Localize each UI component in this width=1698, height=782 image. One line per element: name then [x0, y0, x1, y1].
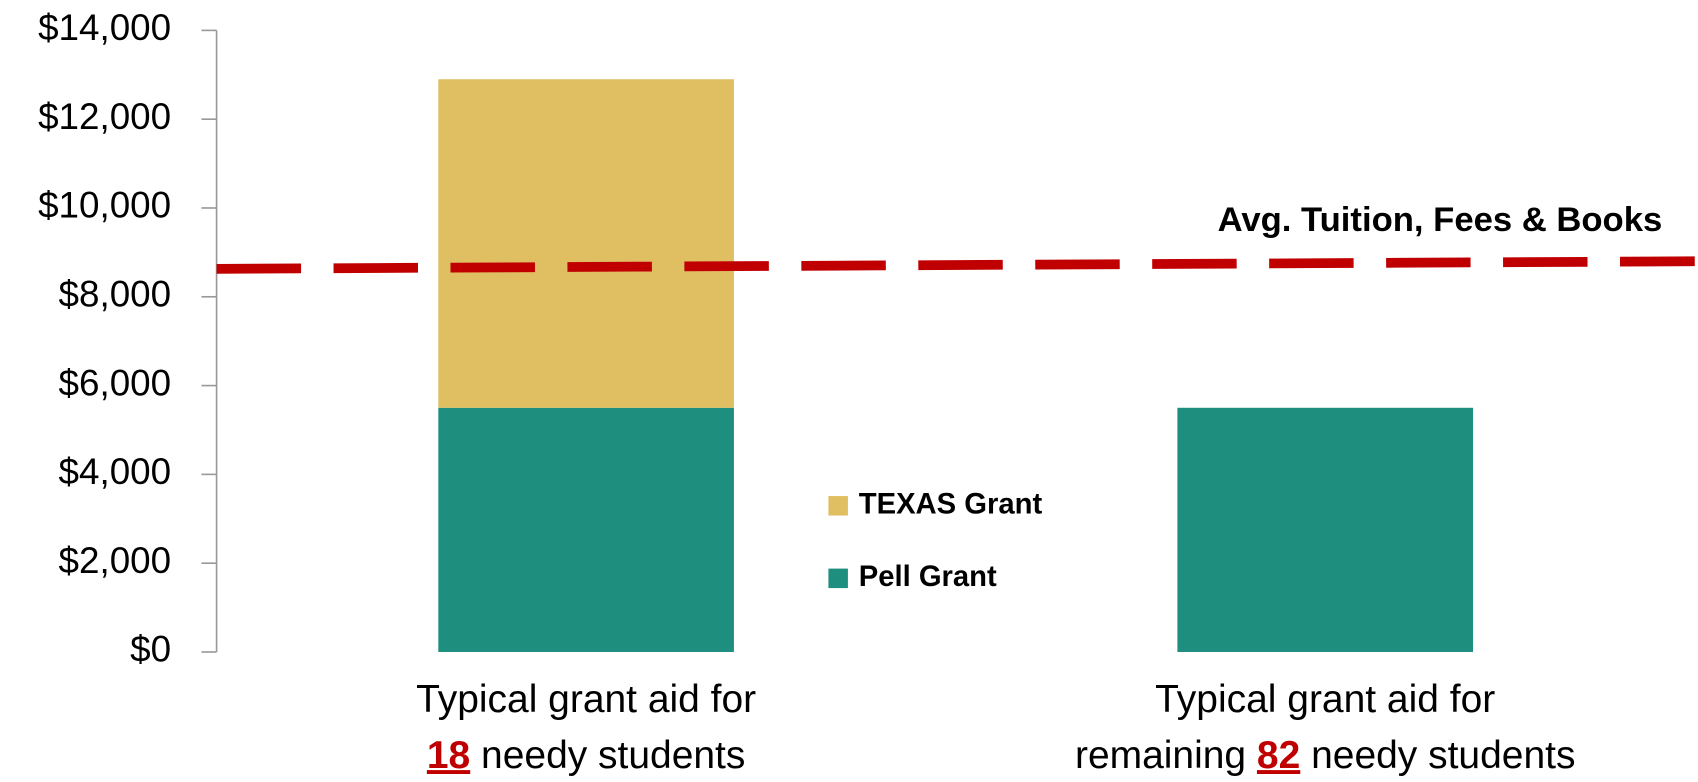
- x-tick-label: 18 needy students: [427, 734, 746, 777]
- y-tick-label: $0: [130, 629, 171, 670]
- legend-swatch: [828, 568, 848, 589]
- y-tick-label: $6,000: [59, 362, 172, 403]
- y-tick-label: $4,000: [59, 451, 172, 492]
- y-tick-label: $2,000: [59, 540, 172, 581]
- highlight-number: 82: [1257, 734, 1300, 777]
- legend-label: TEXAS Grant: [859, 489, 1043, 521]
- x-tick-label: Typical grant aid for: [1155, 678, 1495, 721]
- label-run: remaining: [1075, 734, 1246, 777]
- x-tick-label: remaining 82 needy students: [1075, 734, 1575, 777]
- bar-segment: [438, 79, 734, 408]
- x-tick-label: Typical grant aid for: [416, 678, 756, 721]
- highlight-number: 18: [427, 734, 470, 777]
- label-run: needy students: [481, 734, 745, 777]
- y-tick-label: $14,000: [38, 7, 171, 48]
- bar-segment: [1177, 407, 1474, 652]
- y-tick-label: $12,000: [38, 96, 171, 137]
- bar-segment: [438, 407, 734, 652]
- y-tick-label: $10,000: [38, 185, 171, 226]
- y-tick-label: $8,000: [59, 274, 172, 315]
- legend-label: Pell Grant: [859, 561, 997, 593]
- reference-line: [216, 256, 1695, 274]
- label-run: needy students: [1311, 734, 1575, 777]
- legend-swatch: [828, 496, 848, 516]
- reference-label: Avg. Tuition, Fees & Books: [1218, 201, 1663, 239]
